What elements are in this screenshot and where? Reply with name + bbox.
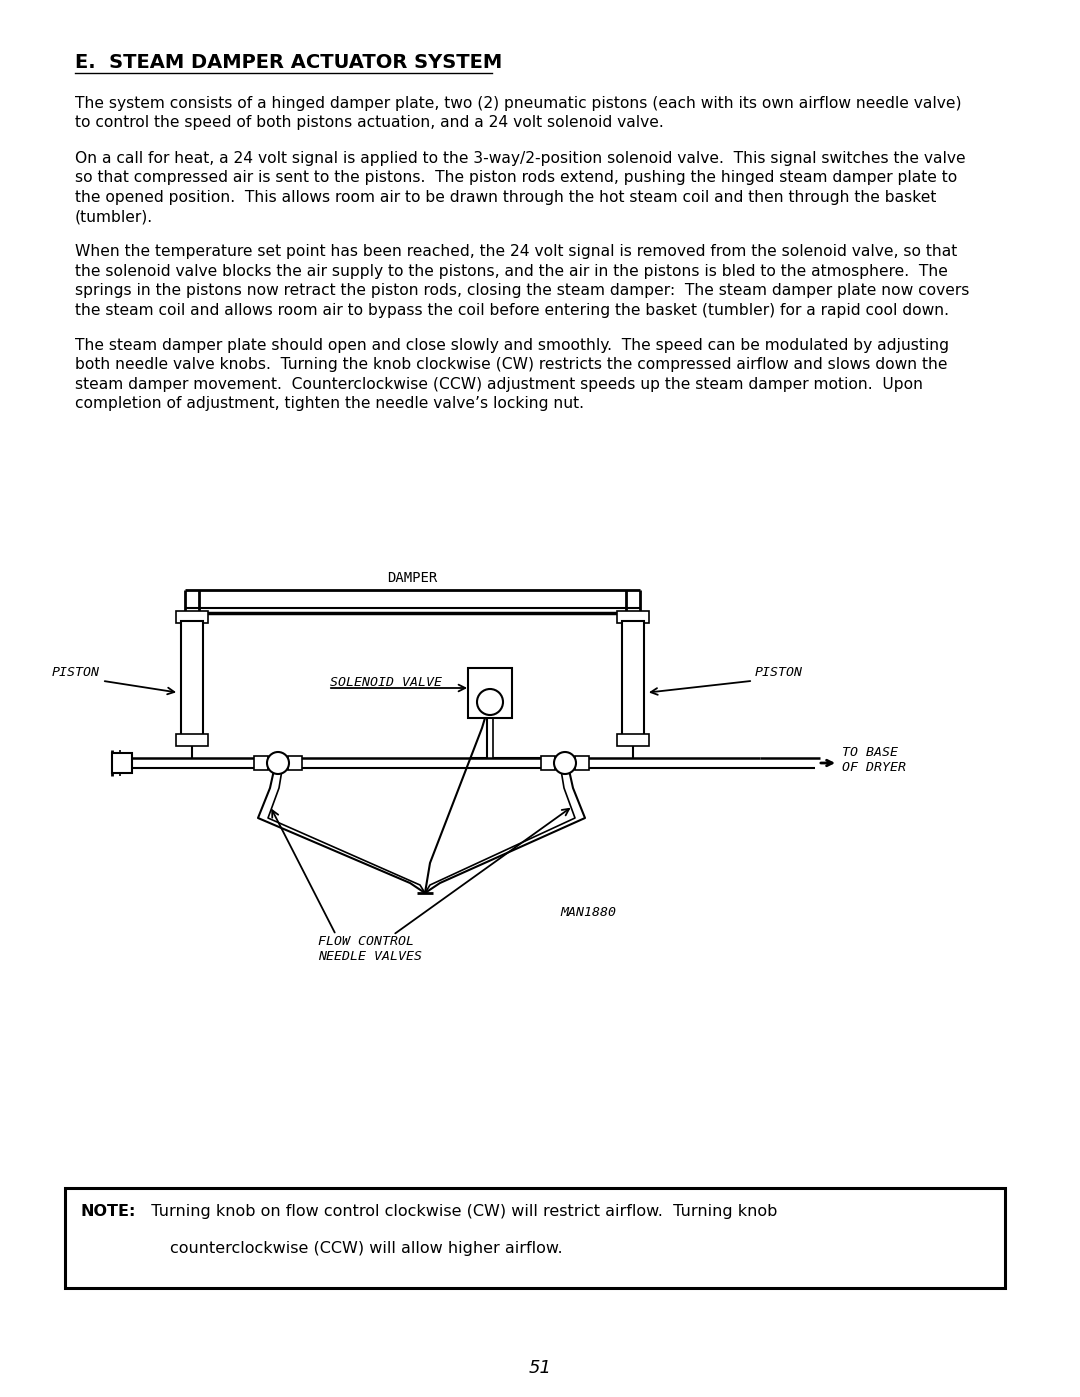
- Text: MAN1880: MAN1880: [561, 907, 616, 919]
- Text: springs in the pistons now retract the piston rods, closing the steam damper:  T: springs in the pistons now retract the p…: [75, 284, 970, 298]
- Text: When the temperature set point has been reached, the 24 volt signal is removed f: When the temperature set point has been …: [75, 244, 957, 260]
- Text: PISTON: PISTON: [755, 666, 804, 679]
- Text: SOLENOID VALVE: SOLENOID VALVE: [330, 676, 442, 690]
- Bar: [622, 622, 644, 736]
- Text: E.  STEAM DAMPER ACTUATOR SYSTEM: E. STEAM DAMPER ACTUATOR SYSTEM: [75, 53, 502, 73]
- Text: Turning knob on flow control clockwise (CW) will restrict airflow.  Turning knob: Turning knob on flow control clockwise (…: [141, 1204, 778, 1220]
- Bar: [575, 756, 589, 770]
- Bar: [254, 756, 268, 770]
- Bar: [541, 756, 555, 770]
- Text: the opened position.  This allows room air to be drawn through the hot steam coi: the opened position. This allows room ai…: [75, 190, 936, 204]
- Bar: [181, 622, 203, 736]
- Circle shape: [477, 689, 503, 715]
- Text: The steam damper plate should open and close slowly and smoothly.  The speed can: The steam damper plate should open and c…: [75, 338, 949, 353]
- Circle shape: [267, 752, 289, 774]
- Text: both needle valve knobs.  Turning the knob clockwise (CW) restricts the compress: both needle valve knobs. Turning the kno…: [75, 358, 947, 372]
- Bar: [468, 668, 512, 718]
- Text: NOTE:: NOTE:: [81, 1204, 136, 1220]
- Circle shape: [554, 752, 576, 774]
- Text: the solenoid valve blocks the air supply to the pistons, and the air in the pist: the solenoid valve blocks the air supply…: [75, 264, 948, 278]
- Text: FLOW CONTROL
NEEDLE VALVES: FLOW CONTROL NEEDLE VALVES: [318, 935, 422, 963]
- Text: PISTON: PISTON: [52, 666, 100, 679]
- Bar: [65, 1187, 1005, 1288]
- Text: TO BASE
OF DRYER: TO BASE OF DRYER: [842, 746, 906, 774]
- Text: The system consists of a hinged damper plate, two (2) pneumatic pistons (each wi: The system consists of a hinged damper p…: [75, 96, 961, 110]
- Text: to control the speed of both pistons actuation, and a 24 volt solenoid valve.: to control the speed of both pistons act…: [75, 116, 664, 130]
- Bar: [617, 733, 649, 746]
- Text: On a call for heat, a 24 volt signal is applied to the 3-way/2-position solenoid: On a call for heat, a 24 volt signal is …: [75, 151, 966, 166]
- Text: 51: 51: [528, 1359, 552, 1377]
- Text: counterclockwise (CCW) will allow higher airflow.: counterclockwise (CCW) will allow higher…: [170, 1241, 563, 1256]
- Text: so that compressed air is sent to the pistons.  The piston rods extend, pushing : so that compressed air is sent to the pi…: [75, 170, 957, 184]
- Bar: [112, 753, 132, 773]
- Bar: [176, 733, 208, 746]
- Text: completion of adjustment, tighten the needle valve’s locking nut.: completion of adjustment, tighten the ne…: [75, 397, 584, 411]
- Bar: [288, 756, 302, 770]
- Text: the steam coil and allows room air to bypass the coil before entering the basket: the steam coil and allows room air to by…: [75, 303, 949, 317]
- Bar: [176, 610, 208, 623]
- Text: DAMPER: DAMPER: [388, 571, 437, 585]
- Text: steam damper movement.  Counterclockwise (CCW) adjustment speeds up the steam da: steam damper movement. Counterclockwise …: [75, 377, 923, 391]
- Text: (tumbler).: (tumbler).: [75, 210, 153, 224]
- Bar: [617, 610, 649, 623]
